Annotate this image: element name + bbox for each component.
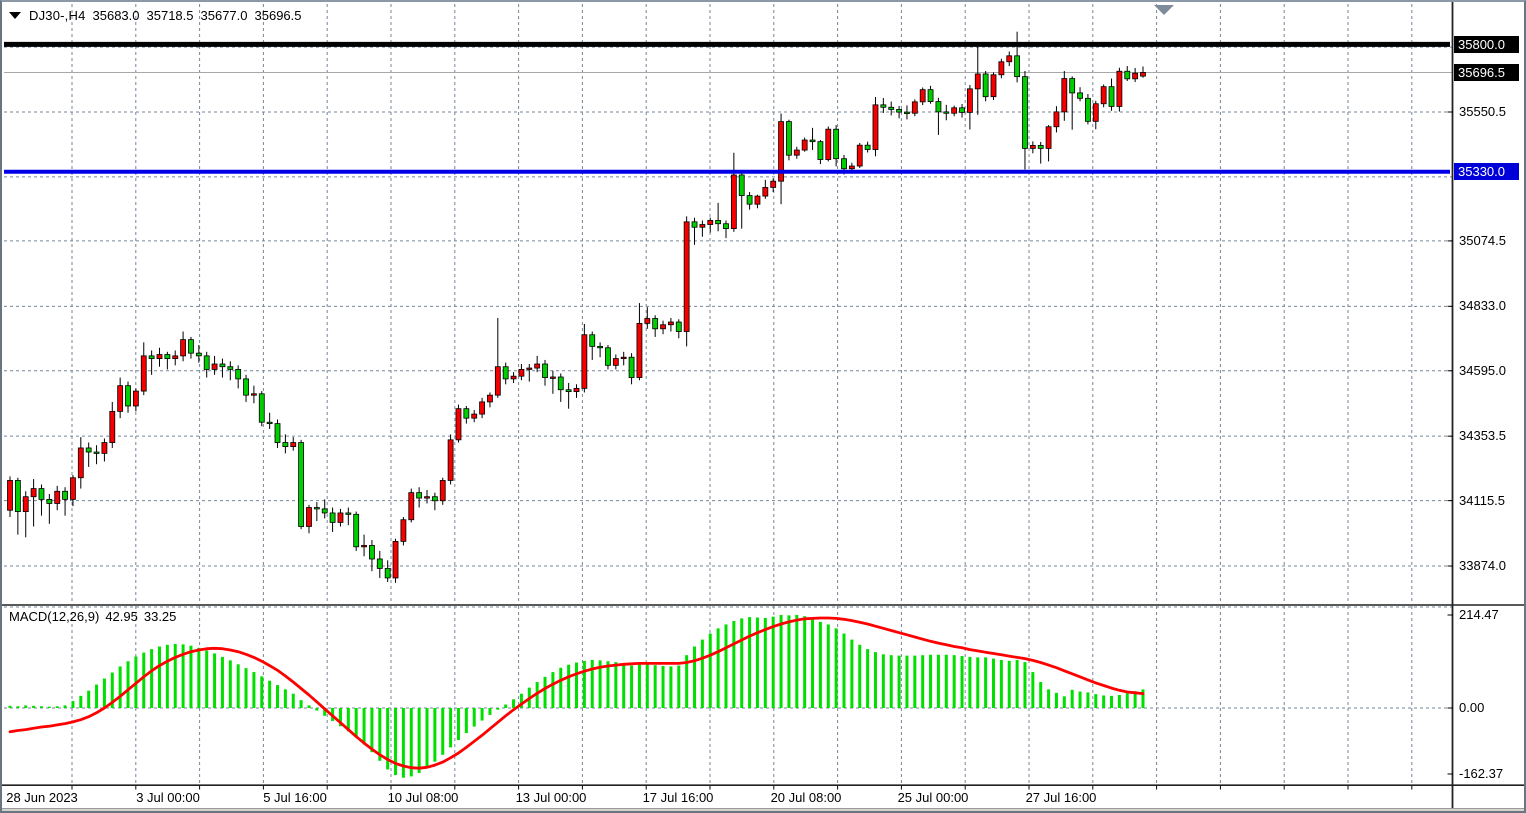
ohlc-low-value: 35677.0 xyxy=(200,8,248,23)
macd-tick-label: 0.00 xyxy=(1459,700,1485,715)
time-tick-label: 20 Jul 08:00 xyxy=(770,790,842,805)
time-tick-label: 17 Jul 16:00 xyxy=(642,790,714,805)
time-tick-label: 28 Jun 2023 xyxy=(6,790,78,805)
symbol-ohlc-line: DJ30-,H4 35683.0 35718.5 35677.0 35696.5 xyxy=(9,8,302,24)
symbol-dropdown-icon[interactable] xyxy=(9,12,21,20)
ohlc-close-value: 35696.5 xyxy=(254,8,302,23)
price-badge: 35800.0 xyxy=(1454,35,1519,53)
hline-price-badge: 35330.0 xyxy=(1454,163,1519,181)
price-tick-label: 34595.0 xyxy=(1459,362,1506,378)
macd-tick-label: -162.37 xyxy=(1459,766,1504,781)
price-badge: 35696.5 xyxy=(1454,63,1519,81)
time-tick-label: 5 Jul 16:00 xyxy=(263,790,327,805)
ohlc-open-value: 35683.0 xyxy=(92,8,140,23)
price-tick-label: 35074.5 xyxy=(1459,232,1506,248)
price-tick-label: 35550.5 xyxy=(1459,104,1506,119)
time-tick-label: 10 Jul 08:00 xyxy=(387,790,459,805)
window-bottom-edge xyxy=(2,808,1524,811)
macd-indicator-name: MACD(12,26,9) xyxy=(9,609,100,624)
macd-signal-value: 33.25 xyxy=(143,609,177,624)
macd-main-value: 42.95 xyxy=(105,609,138,624)
chart-shift-icon[interactable] xyxy=(1154,5,1174,15)
time-tick-label: 25 Jul 00:00 xyxy=(897,790,969,805)
time-tick-label: 27 Jul 16:00 xyxy=(1025,790,1097,805)
macd-tick-label: 214.47 xyxy=(1459,607,1499,622)
ohlc-high-value: 35718.5 xyxy=(146,8,194,23)
time-tick-label: 3 Jul 00:00 xyxy=(136,790,200,805)
price-tick-label: 34833.0 xyxy=(1459,298,1506,314)
time-tick-label: 13 Jul 00:00 xyxy=(515,790,587,805)
macd-indicator-label: MACD(12,26,9) 42.95 33.25 xyxy=(9,609,176,624)
price-tick-label: 33874.0 xyxy=(1459,558,1506,574)
price-tick-label: 34115.5 xyxy=(1459,492,1506,508)
price-tick-label: 34353.5 xyxy=(1459,428,1506,444)
symbol-period-label: DJ30-,H4 xyxy=(29,8,86,23)
